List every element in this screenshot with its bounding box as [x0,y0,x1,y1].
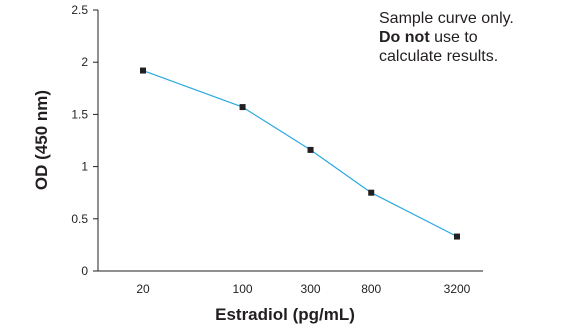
x-tick-label: 800 [361,282,381,296]
y-tick-label: 1.5 [71,107,88,121]
note-line-2: Do not use to [379,28,514,47]
data-point-marker [454,233,460,240]
y-tick-label: 2 [81,55,88,69]
x-tick-label: 3200 [444,282,471,296]
data-point-marker [140,67,146,74]
y-tick-label: 1 [81,160,88,174]
x-tick-label: 20 [136,282,150,296]
data-point-marker [239,104,246,111]
axes: 0 0.5 1 1.5 2 2.5 20 100 300 800 3200 [71,3,483,296]
data-series [140,67,460,240]
y-tick-label: 0 [81,264,88,278]
series-line [142,70,458,238]
y-tick-label: 0.5 [71,212,88,226]
x-tick-label: 100 [233,282,253,296]
x-axis-title: Estradiol (pg/mL) [215,305,355,324]
y-tick-label: 2.5 [71,3,88,17]
x-tick-label: 300 [301,282,321,296]
data-point-marker [368,189,375,196]
data-point-marker [307,146,314,153]
note-line-1: Sample curve only. [379,10,514,27]
y-axis-title: OD (450 nm) [32,90,51,190]
note-line-3: calculate results. [379,48,499,65]
note-line-2-rest: use to [429,29,478,46]
sample-curve-note: Sample curve only. Do not use to calcula… [379,9,514,66]
note-bold-text: Do not [379,29,430,46]
